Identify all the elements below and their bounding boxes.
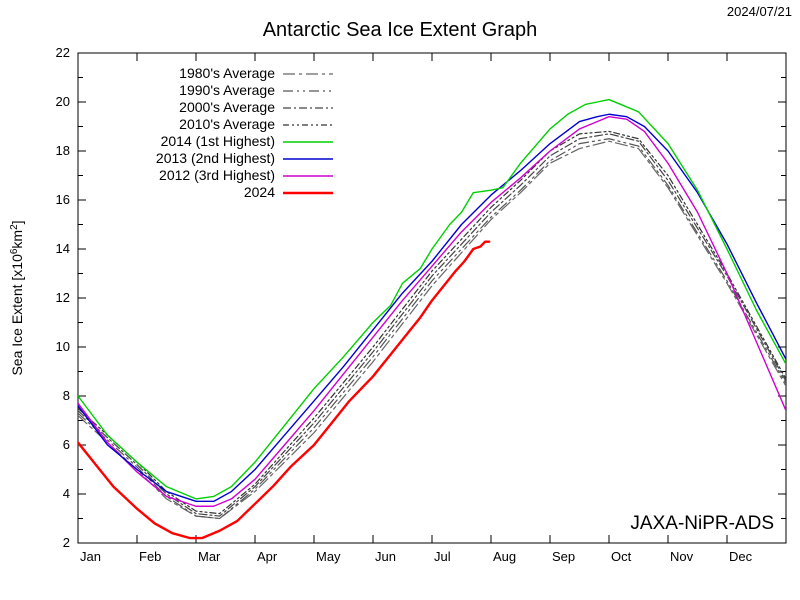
- chart-title: Antarctic Sea Ice Extent Graph: [263, 19, 538, 41]
- series-avg1980: [78, 141, 786, 518]
- y-axis-label: Sea Ice Extent [x106km2]: [9, 220, 26, 375]
- legend-label: 1990's Average: [179, 82, 275, 98]
- xtick-label: Apr: [257, 549, 278, 564]
- ytick-label: 10: [56, 339, 70, 354]
- ytick-label: 2: [63, 535, 70, 550]
- xtick-label: Jan: [80, 549, 101, 564]
- ytick-label: 18: [56, 143, 70, 158]
- ytick-label: 22: [56, 45, 70, 60]
- xtick-label: Mar: [198, 549, 221, 564]
- ytick-label: 16: [56, 192, 70, 207]
- legend-label: 2013 (2nd Highest): [156, 150, 275, 166]
- xtick-label: Nov: [670, 549, 694, 564]
- xtick-label: Jun: [375, 549, 396, 564]
- ytick-label: 8: [63, 388, 70, 403]
- series-avg2010: [78, 131, 786, 513]
- legend-label: 2014 (1st Highest): [161, 133, 275, 149]
- xtick-label: Jul: [434, 549, 451, 564]
- xtick-label: Aug: [493, 549, 516, 564]
- legend-label: 2024: [244, 184, 275, 200]
- legend-label: 2012 (3rd Highest): [159, 167, 275, 183]
- watermark: JAXA-NiPR-ADS: [630, 513, 774, 534]
- ytick-label: 20: [56, 94, 70, 109]
- date-stamp: 2024/07/21: [727, 4, 792, 19]
- legend-label: 1980's Average: [179, 65, 275, 81]
- xtick-label: Feb: [139, 549, 161, 564]
- ytick-label: 12: [56, 290, 70, 305]
- ytick-label: 6: [63, 437, 70, 452]
- chart-container: 2024/07/21 Antarctic Sea Ice Extent Graph…: [0, 0, 800, 600]
- xtick-label: Dec: [729, 549, 753, 564]
- ytick-label: 14: [56, 241, 70, 256]
- chart-svg: 2024/07/21 Antarctic Sea Ice Extent Graph…: [0, 0, 800, 600]
- series-avg2000: [78, 134, 786, 516]
- series-y2024: [78, 242, 489, 538]
- xtick-label: May: [316, 549, 341, 564]
- legend-label: 2000's Average: [179, 99, 275, 115]
- legend-label: 2010's Average: [179, 116, 275, 132]
- xtick-label: Oct: [611, 549, 632, 564]
- xtick-label: Sep: [552, 549, 575, 564]
- ytick-label: 4: [63, 486, 70, 501]
